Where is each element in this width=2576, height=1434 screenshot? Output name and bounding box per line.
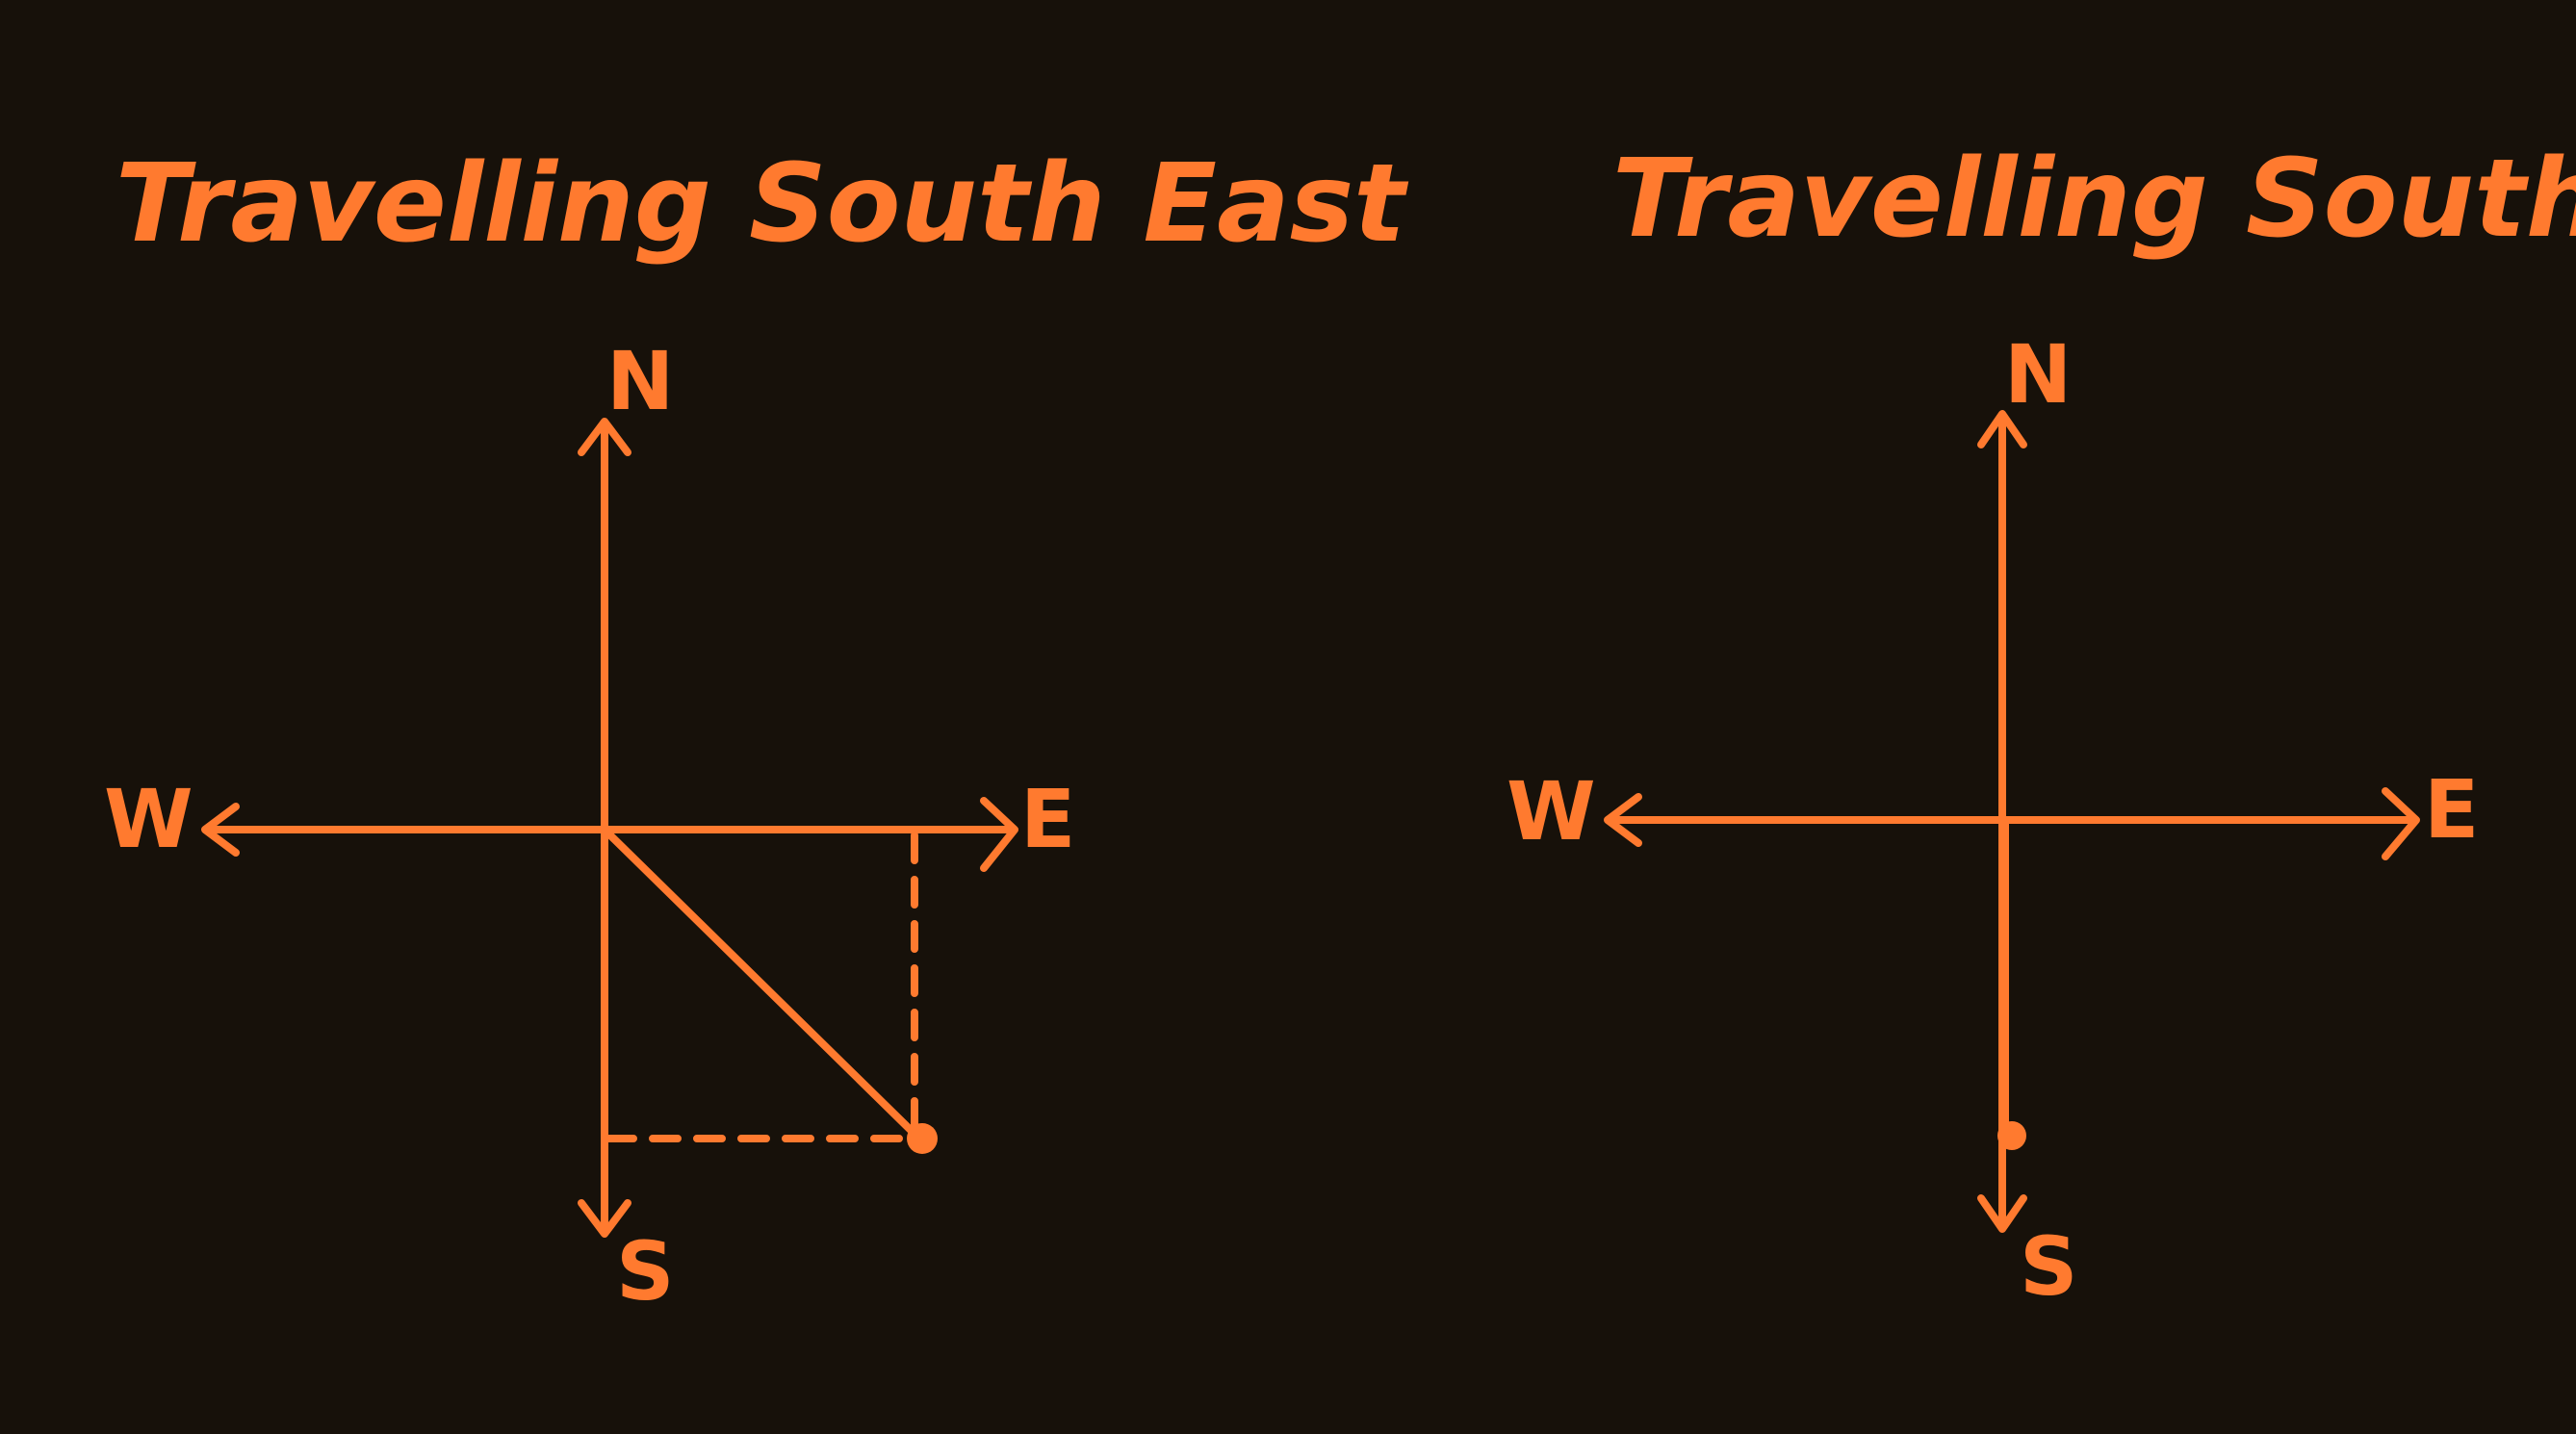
south-label: S — [616, 1224, 675, 1319]
east-arrowhead — [980, 797, 1018, 872]
south-label: S — [2020, 1219, 2078, 1314]
south-arrowhead — [1977, 1194, 2027, 1233]
west-label: W — [104, 772, 193, 866]
north-arrowhead — [1977, 410, 2027, 448]
west-label: W — [1507, 764, 1596, 858]
west-arrowhead — [201, 803, 240, 857]
east-arrowhead — [2382, 787, 2420, 860]
panel-south-east: Travelling South East N S E W — [104, 141, 1408, 1319]
north-arrowhead — [578, 418, 631, 456]
north-label: N — [2004, 327, 2072, 422]
panel-title: Travelling South — [1612, 137, 2576, 262]
south-arrowhead — [578, 1199, 631, 1238]
position-dot — [1997, 1121, 2026, 1150]
east-label: E — [2424, 762, 2479, 857]
west-arrowhead — [1604, 793, 1642, 847]
panel-title: Travelling South East — [116, 141, 1408, 267]
north-label: N — [606, 334, 674, 428]
south-east-path-line — [601, 826, 923, 1142]
panel-south: Travelling South N S E W — [1507, 137, 2576, 1314]
east-label: E — [1020, 772, 1075, 866]
position-dot — [907, 1123, 938, 1154]
